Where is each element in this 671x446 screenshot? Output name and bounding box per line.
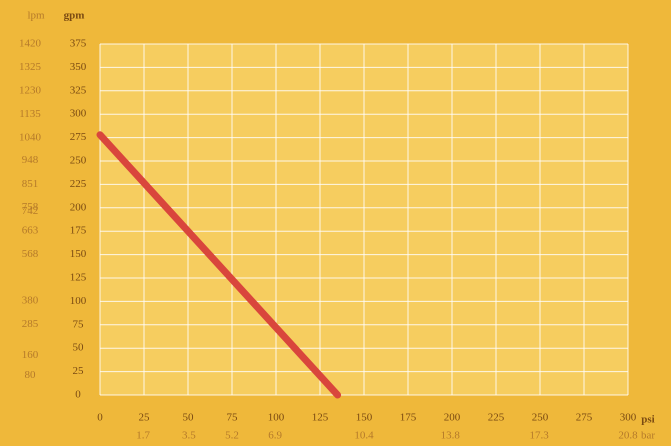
x-tick-label: 0 — [97, 412, 103, 424]
x-tick-label: 25 — [139, 412, 151, 424]
y2-tick-label: 80 — [25, 369, 37, 381]
x-tick-label: 250 — [532, 412, 549, 424]
x-tick-label: 150 — [356, 412, 373, 424]
y-tick-label: 250 — [70, 155, 87, 167]
y-tick-label: 100 — [70, 295, 87, 307]
y2-tick-label: 1420 — [19, 38, 42, 50]
y-tick-label: 175 — [70, 225, 87, 237]
x2-tick-label: 13.8 — [441, 430, 461, 442]
x2-tick-label: 17.3 — [530, 430, 550, 442]
x-axis-label: psi — [641, 414, 654, 426]
x2-tick-label: 3.5 — [182, 430, 196, 442]
y2-tick-label: 758 — [22, 201, 39, 213]
x-tick-label: 75 — [227, 412, 239, 424]
y2-tick-label: 663 — [22, 225, 39, 237]
y-tick-label: 150 — [70, 248, 87, 260]
x2-tick-label: 6.9 — [268, 430, 282, 442]
y-tick-label: 75 — [73, 318, 85, 330]
y2-tick-label: 160 — [22, 349, 39, 361]
y2-tick-label: 948 — [22, 154, 39, 166]
y-tick-label: 325 — [70, 84, 87, 96]
y-tick-label: 200 — [70, 201, 87, 213]
x-tick-label: 50 — [183, 412, 195, 424]
x2-axis-label: bar — [641, 430, 655, 442]
y2-tick-label: 1135 — [19, 108, 41, 120]
y-tick-label: 25 — [73, 365, 85, 377]
y-tick-label: 300 — [70, 108, 87, 120]
data-line — [96, 131, 342, 399]
x-tick-label: 125 — [312, 412, 329, 424]
x-tick-label: 275 — [576, 412, 593, 424]
y2-tick-label: 1040 — [19, 131, 42, 143]
y-tick-label: 50 — [73, 342, 85, 354]
x-tick-label: 100 — [268, 412, 285, 424]
x-tick-label: 175 — [400, 412, 417, 424]
y2-axis-label: lpm — [27, 10, 45, 22]
y-tick-label: 125 — [70, 272, 87, 284]
y-tick-label: 375 — [70, 38, 87, 50]
y2-tick-label: 1230 — [19, 84, 42, 96]
y-tick-label: 0 — [75, 389, 81, 401]
y2-tick-label: 1325 — [19, 61, 42, 73]
y-tick-label: 350 — [70, 61, 87, 73]
y2-tick-label: 742 — [22, 205, 39, 217]
x-tick-label: 300 — [620, 412, 637, 424]
x2-tick-label: 1.7 — [136, 430, 150, 442]
x-tick-label: 225 — [488, 412, 505, 424]
x2-tick-label: 20.8 — [618, 430, 638, 442]
x2-tick-label: 10.4 — [354, 430, 374, 442]
y-tick-label: 275 — [70, 131, 87, 143]
y2-tick-label: 851 — [22, 178, 39, 190]
y-tick-label: 225 — [70, 178, 87, 190]
y2-tick-label: 380 — [22, 295, 39, 307]
x2-tick-label: 5.2 — [225, 430, 239, 442]
y2-tick-label: 568 — [22, 248, 39, 260]
x-tick-label: 200 — [444, 412, 461, 424]
y-axis-label: gpm — [64, 10, 85, 22]
y2-tick-label: 285 — [22, 318, 39, 330]
